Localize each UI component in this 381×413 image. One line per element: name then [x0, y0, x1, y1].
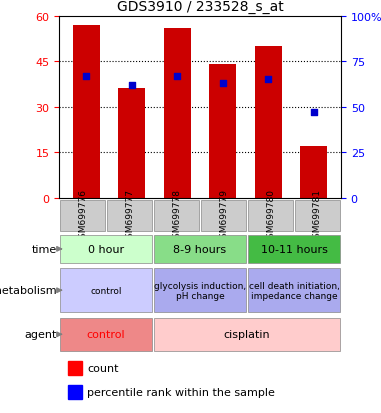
Text: time: time	[32, 244, 57, 254]
Text: GSM699776: GSM699776	[78, 189, 87, 244]
Point	[265, 77, 271, 83]
Text: 0 hour: 0 hour	[88, 244, 124, 254]
Bar	[154, 269, 246, 312]
Point	[174, 73, 180, 80]
Bar	[164, 28, 191, 198]
Point	[220, 81, 226, 87]
Bar	[107, 201, 152, 231]
Point	[129, 82, 135, 89]
Bar	[248, 235, 340, 263]
Title: GDS3910 / 233528_s_at: GDS3910 / 233528_s_at	[117, 0, 283, 14]
Bar	[60, 318, 152, 351]
Text: GSM699780: GSM699780	[266, 189, 275, 244]
Text: GSM699777: GSM699777	[125, 189, 134, 244]
Bar	[118, 89, 146, 198]
Text: GSM699779: GSM699779	[219, 189, 228, 244]
Text: control: control	[90, 286, 122, 295]
Bar	[295, 201, 340, 231]
Bar	[201, 201, 246, 231]
Text: GSM699778: GSM699778	[172, 189, 181, 244]
Text: glycolysis induction,
pH change: glycolysis induction, pH change	[154, 281, 246, 300]
Bar	[73, 26, 100, 198]
Bar	[248, 201, 293, 231]
Text: percentile rank within the sample: percentile rank within the sample	[87, 387, 275, 397]
Text: 10-11 hours: 10-11 hours	[261, 244, 327, 254]
Bar	[154, 201, 199, 231]
Bar	[60, 201, 105, 231]
Text: GSM699781: GSM699781	[313, 189, 322, 244]
Text: cell death initiation,
impedance change: cell death initiation, impedance change	[248, 281, 339, 300]
Bar	[67, 361, 82, 375]
Text: control: control	[87, 330, 125, 339]
Bar	[255, 47, 282, 198]
Bar	[209, 65, 236, 198]
Text: metabolism: metabolism	[0, 285, 57, 296]
Bar	[154, 318, 340, 351]
Text: agent: agent	[24, 330, 57, 339]
Text: count: count	[87, 363, 119, 373]
Bar	[300, 147, 327, 198]
Point	[311, 109, 317, 116]
Bar	[60, 269, 152, 312]
Text: cisplatin: cisplatin	[224, 330, 271, 339]
Bar	[154, 235, 246, 263]
Bar	[248, 269, 340, 312]
Bar	[67, 385, 82, 399]
Bar	[60, 235, 152, 263]
Text: 8-9 hours: 8-9 hours	[173, 244, 227, 254]
Point	[83, 73, 90, 80]
